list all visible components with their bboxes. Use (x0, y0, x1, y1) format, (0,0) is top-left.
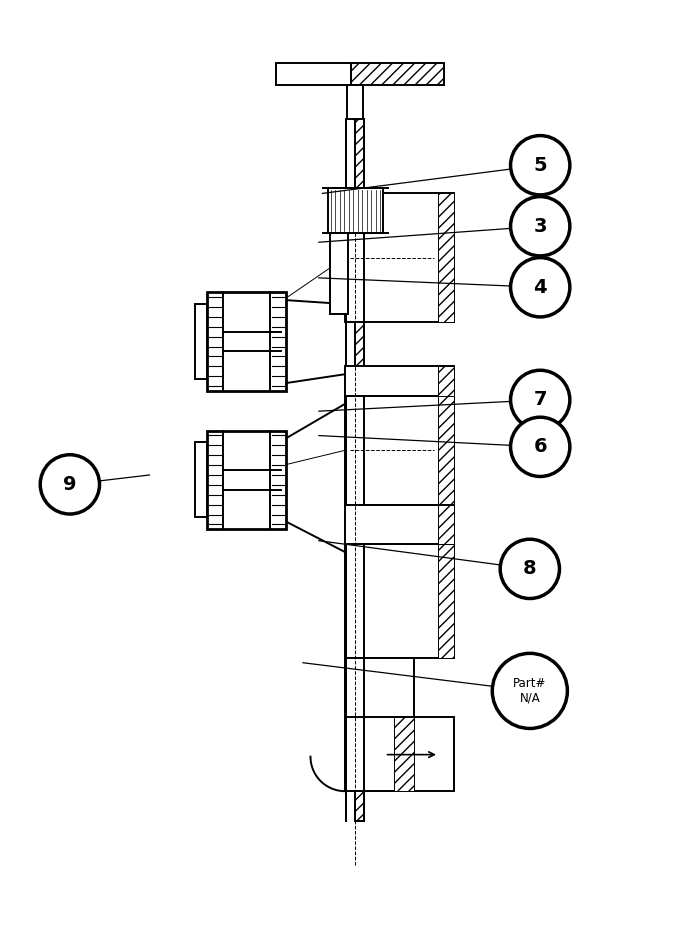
Circle shape (40, 455, 99, 514)
Circle shape (510, 370, 570, 429)
Bar (347, 85, 363, 120)
Text: 9: 9 (63, 475, 76, 494)
Bar (395, 717, 414, 791)
Text: 7: 7 (533, 390, 547, 409)
Bar (438, 396, 454, 504)
Circle shape (510, 417, 570, 477)
Bar (328, 188, 383, 233)
Bar (345, 544, 454, 657)
Bar (438, 194, 454, 322)
Bar (206, 430, 286, 529)
Circle shape (510, 197, 570, 256)
Bar (346, 120, 355, 821)
Text: 5: 5 (533, 156, 547, 175)
Text: Part#
N/A: Part# N/A (513, 677, 547, 705)
Circle shape (492, 654, 568, 729)
Bar (345, 504, 454, 544)
Text: 4: 4 (533, 277, 547, 296)
Bar (195, 443, 206, 518)
Bar (345, 657, 414, 791)
Bar (355, 120, 364, 821)
Text: 8: 8 (523, 560, 537, 579)
Bar (345, 367, 454, 396)
Circle shape (510, 136, 570, 195)
Bar (345, 717, 454, 791)
Bar (438, 367, 454, 396)
Bar (195, 304, 206, 379)
Bar (345, 396, 454, 504)
Text: 3: 3 (533, 217, 547, 236)
Bar (330, 201, 348, 314)
Bar (438, 504, 454, 544)
Bar (351, 63, 444, 85)
Bar (206, 293, 286, 391)
Bar (438, 544, 454, 657)
Circle shape (510, 257, 570, 317)
Bar (276, 63, 351, 85)
Text: 6: 6 (533, 437, 547, 456)
Bar (345, 194, 454, 322)
Circle shape (500, 540, 559, 598)
